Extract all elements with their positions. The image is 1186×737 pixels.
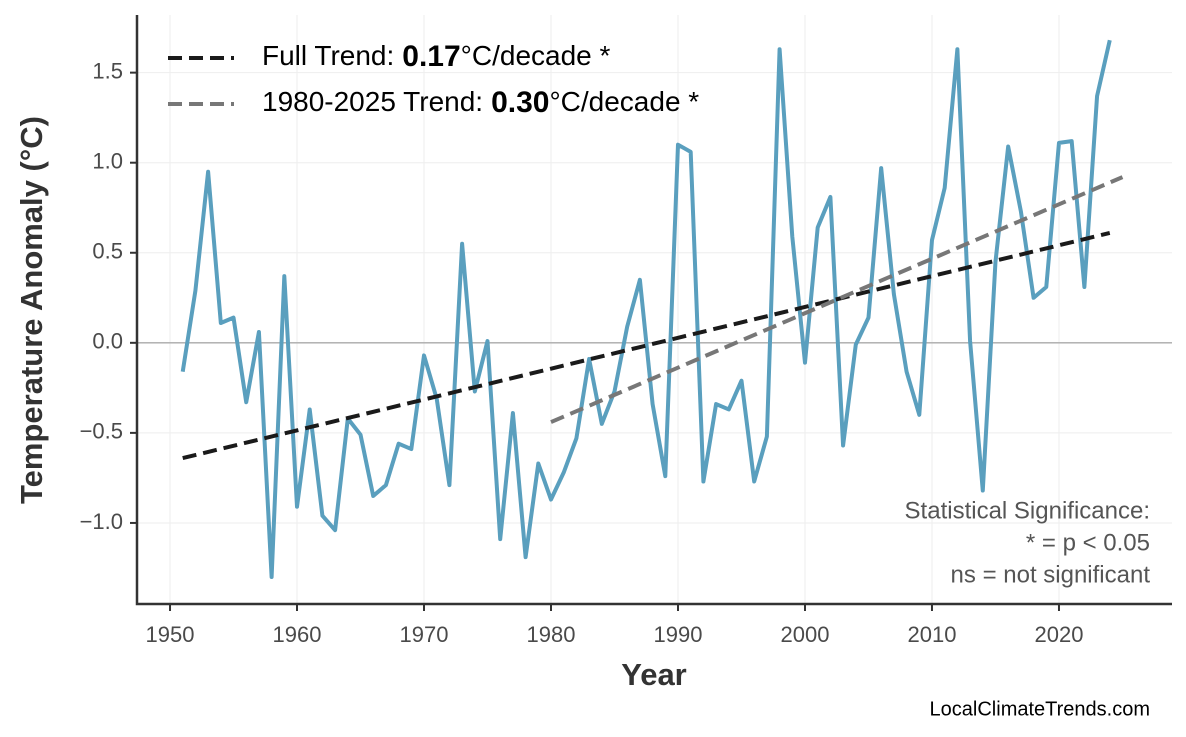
x-tick-label: 1980 <box>527 622 576 647</box>
legend-rate: 0.17 <box>402 40 460 73</box>
x-tick-label: 1970 <box>400 622 449 647</box>
annotation: ns = not significant <box>951 561 1151 588</box>
x-tick-label: 2000 <box>781 622 830 647</box>
annotation: * = p < 0.05 <box>1026 529 1150 556</box>
y-tick-label: −1.0 <box>80 509 123 534</box>
y-tick-label: −0.5 <box>80 419 123 444</box>
legend-unit: °C/decade * <box>549 86 699 117</box>
legend-label: Full Trend: 0.17°C/decade * <box>262 40 611 73</box>
x-axis-label: Year <box>621 657 687 692</box>
y-axis-label: Temperature Anomaly (°C) <box>14 116 49 504</box>
x-tick-label: 2010 <box>908 622 957 647</box>
legend-rate: 0.30 <box>491 86 549 119</box>
legend-unit: °C/decade * <box>461 40 611 71</box>
x-tick-label: 2020 <box>1034 622 1083 647</box>
legend-text: 1980-2025 Trend: <box>262 86 483 117</box>
y-tick-label: 1.5 <box>92 58 123 83</box>
source: LocalClimateTrends.com <box>930 698 1150 720</box>
y-tick-label: 1.0 <box>92 149 123 174</box>
annotation: Statistical Significance: <box>905 497 1150 524</box>
x-tick-label: 1990 <box>654 622 703 647</box>
legend-text: Full Trend: <box>262 40 394 71</box>
data-line <box>180 39 1112 579</box>
x-tick-label: 1950 <box>146 622 195 647</box>
trend-line <box>182 231 1111 461</box>
legend-label: 1980-2025 Trend: 0.30°C/decade * <box>262 86 699 119</box>
axis-spines <box>135 15 1172 606</box>
y-tick-label: 0.5 <box>92 239 123 264</box>
y-tick-label: 0.0 <box>92 329 123 354</box>
x-tick-label: 1960 <box>273 622 322 647</box>
